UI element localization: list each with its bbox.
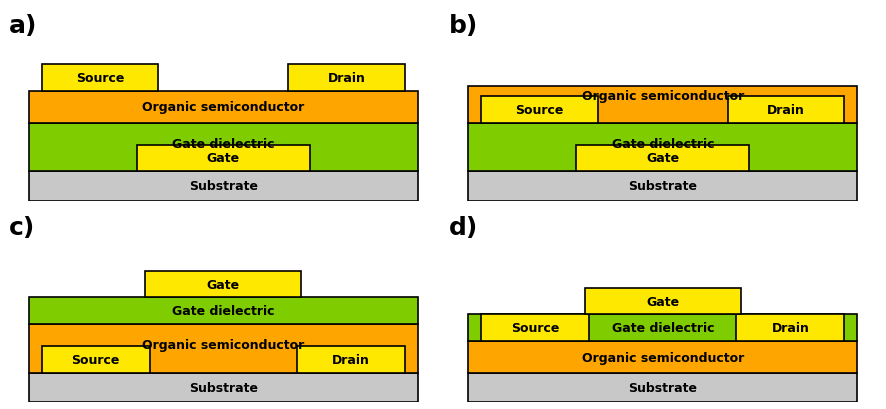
FancyBboxPatch shape xyxy=(585,288,741,315)
Text: b): b) xyxy=(448,14,478,38)
FancyBboxPatch shape xyxy=(28,324,418,373)
Text: Organic semiconductor: Organic semiconductor xyxy=(142,101,305,114)
FancyBboxPatch shape xyxy=(145,271,301,298)
Text: Gate: Gate xyxy=(646,295,680,308)
Text: Gate: Gate xyxy=(206,152,240,165)
Text: Drain: Drain xyxy=(332,353,369,366)
FancyBboxPatch shape xyxy=(468,87,858,124)
Text: Gate: Gate xyxy=(646,152,680,165)
FancyBboxPatch shape xyxy=(481,315,589,342)
Text: Organic semiconductor: Organic semiconductor xyxy=(142,339,305,352)
Text: Drain: Drain xyxy=(328,72,365,85)
FancyBboxPatch shape xyxy=(727,97,844,124)
Text: d): d) xyxy=(448,215,478,239)
Text: Source: Source xyxy=(76,72,124,85)
FancyBboxPatch shape xyxy=(136,145,310,172)
FancyBboxPatch shape xyxy=(481,97,598,124)
Text: Organic semiconductor: Organic semiconductor xyxy=(581,90,744,103)
Text: Substrate: Substrate xyxy=(628,381,697,394)
FancyBboxPatch shape xyxy=(28,298,418,324)
Text: Gate dielectric: Gate dielectric xyxy=(172,305,275,317)
FancyBboxPatch shape xyxy=(42,65,159,92)
Text: a): a) xyxy=(9,14,37,38)
FancyBboxPatch shape xyxy=(297,346,405,373)
FancyBboxPatch shape xyxy=(28,172,418,201)
FancyBboxPatch shape xyxy=(468,124,858,172)
Text: Drain: Drain xyxy=(772,321,809,335)
FancyBboxPatch shape xyxy=(28,373,418,402)
FancyBboxPatch shape xyxy=(468,342,858,373)
Text: Gate dielectric: Gate dielectric xyxy=(611,321,714,335)
Text: Drain: Drain xyxy=(767,103,805,117)
FancyBboxPatch shape xyxy=(468,373,858,402)
Text: Substrate: Substrate xyxy=(189,381,258,394)
Text: Substrate: Substrate xyxy=(628,180,697,193)
Text: Source: Source xyxy=(516,103,563,117)
Text: Source: Source xyxy=(72,353,120,366)
Text: Gate dielectric: Gate dielectric xyxy=(611,137,714,151)
Text: Gate: Gate xyxy=(206,278,240,291)
FancyBboxPatch shape xyxy=(288,65,405,92)
FancyBboxPatch shape xyxy=(28,92,418,124)
FancyBboxPatch shape xyxy=(468,172,858,201)
FancyBboxPatch shape xyxy=(468,315,858,342)
FancyBboxPatch shape xyxy=(42,346,150,373)
Text: c): c) xyxy=(9,215,35,239)
FancyBboxPatch shape xyxy=(28,124,418,172)
Text: Gate dielectric: Gate dielectric xyxy=(172,137,275,151)
FancyBboxPatch shape xyxy=(576,145,750,172)
FancyBboxPatch shape xyxy=(736,315,844,342)
Text: Substrate: Substrate xyxy=(189,180,258,193)
Text: Organic semiconductor: Organic semiconductor xyxy=(581,351,744,364)
Text: Source: Source xyxy=(511,321,559,335)
